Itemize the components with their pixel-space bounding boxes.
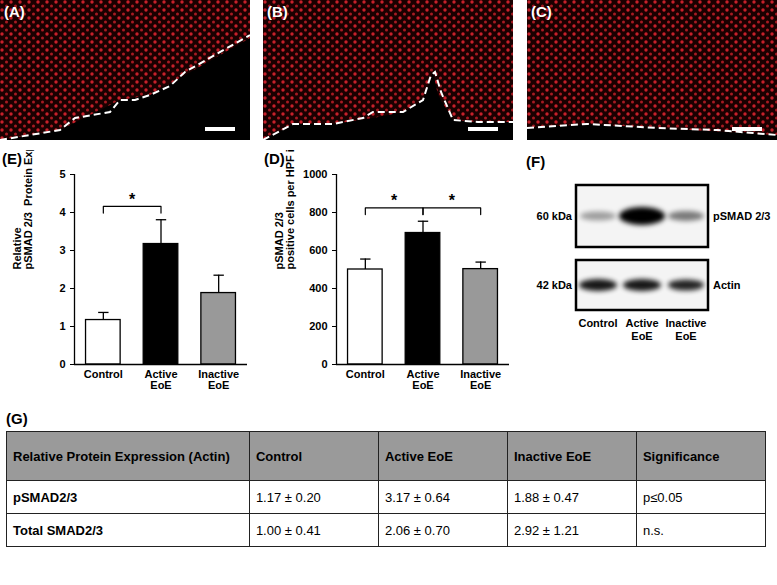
- svg-text:200: 200: [309, 320, 327, 332]
- svg-text:(F): (F): [526, 153, 545, 170]
- svg-text:Control: Control: [346, 368, 385, 380]
- svg-text:*: *: [391, 192, 398, 209]
- svg-text:42 kDa: 42 kDa: [537, 279, 573, 291]
- svg-text:ActiveEoE: ActiveEoE: [625, 317, 658, 342]
- svg-text:pSMAD 2/3positive cells per HP: pSMAD 2/3positive cells per HPF in epith…: [273, 150, 296, 270]
- svg-text:0: 0: [59, 358, 65, 370]
- svg-text:800: 800: [309, 206, 327, 218]
- svg-text:InactiveEoE: InactiveEoE: [666, 317, 707, 342]
- svg-text:4: 4: [59, 206, 66, 218]
- svg-text:ActiveEoE: ActiveEoE: [144, 368, 177, 391]
- svg-text:Control: Control: [578, 317, 617, 329]
- svg-text:ActiveEoE: ActiveEoE: [406, 368, 439, 391]
- svg-text:Control: Control: [84, 368, 123, 380]
- svg-text:InactiveEoE: InactiveEoE: [460, 368, 501, 391]
- svg-text:pSMAD 2/3: pSMAD 2/3: [713, 210, 770, 222]
- svg-text:InactiveEoE: InactiveEoE: [198, 368, 239, 391]
- svg-text:Actin: Actin: [713, 279, 741, 291]
- svg-text:2: 2: [59, 282, 65, 294]
- svg-text:1000: 1000: [303, 168, 327, 180]
- svg-text:*: *: [129, 191, 136, 208]
- svg-text:(A): (A): [4, 3, 25, 20]
- svg-text:400: 400: [309, 282, 327, 294]
- svg-text:3: 3: [59, 244, 65, 256]
- svg-text:600: 600: [309, 244, 327, 256]
- svg-text:*: *: [449, 192, 456, 209]
- svg-text:RelativepSMAD 2/3 Protein Exp: RelativepSMAD 2/3 Protein Expression (Ac…: [11, 150, 34, 270]
- svg-text:0: 0: [321, 358, 327, 370]
- svg-text:1: 1: [59, 320, 65, 332]
- svg-text:(B): (B): [267, 3, 288, 20]
- svg-text:60 kDa: 60 kDa: [537, 210, 573, 222]
- svg-text:5: 5: [59, 168, 65, 180]
- svg-text:(C): (C): [531, 3, 552, 20]
